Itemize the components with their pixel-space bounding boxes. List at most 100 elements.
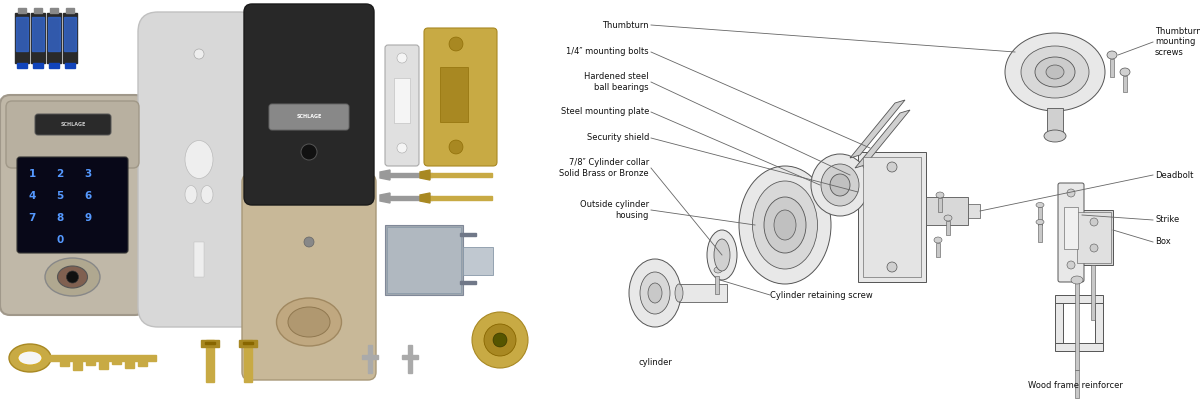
Bar (1110, 59, 1114, 77)
Bar (60, 361, 70, 366)
Bar (463, 247, 493, 275)
Bar (242, 342, 253, 344)
Bar (1096, 303, 1103, 343)
Ellipse shape (944, 215, 952, 221)
Text: Cylinder retaining screw: Cylinder retaining screw (770, 290, 872, 300)
Ellipse shape (276, 298, 342, 346)
Ellipse shape (1044, 130, 1066, 142)
Circle shape (301, 144, 317, 160)
FancyBboxPatch shape (138, 12, 260, 327)
FancyBboxPatch shape (385, 45, 419, 166)
Bar (936, 243, 940, 257)
Ellipse shape (648, 283, 662, 303)
Polygon shape (854, 110, 910, 168)
Ellipse shape (674, 284, 683, 302)
Bar (205, 342, 215, 344)
Bar (390, 196, 432, 200)
Circle shape (304, 237, 314, 247)
Bar (64, 17, 76, 51)
Bar (430, 196, 492, 200)
Ellipse shape (830, 174, 850, 196)
Ellipse shape (1006, 33, 1105, 111)
Bar (32, 17, 44, 51)
Polygon shape (380, 193, 390, 203)
Bar (1055, 303, 1063, 343)
Text: SCHLAGE: SCHLAGE (60, 122, 85, 128)
Bar (64, 13, 77, 63)
Bar (394, 78, 410, 123)
Bar (1075, 280, 1079, 370)
Bar (460, 233, 476, 236)
Bar (390, 173, 432, 177)
Circle shape (397, 53, 407, 63)
Ellipse shape (774, 210, 796, 240)
Text: Thumbturn: Thumbturn (602, 20, 649, 30)
Circle shape (1067, 261, 1075, 269)
FancyBboxPatch shape (0, 95, 145, 315)
Circle shape (1067, 189, 1075, 197)
Ellipse shape (1072, 276, 1084, 284)
Bar (430, 173, 492, 177)
Bar (368, 345, 372, 373)
Bar (402, 355, 418, 359)
Bar (34, 63, 43, 68)
Bar (138, 361, 148, 366)
Circle shape (449, 140, 463, 154)
Bar (98, 361, 108, 369)
Text: Hardened steel
ball bearings: Hardened steel ball bearings (584, 72, 649, 92)
Ellipse shape (1046, 65, 1064, 79)
Circle shape (887, 262, 898, 272)
Bar (112, 361, 121, 364)
Ellipse shape (185, 140, 214, 178)
Text: Deadbolt: Deadbolt (1154, 170, 1193, 180)
Ellipse shape (752, 181, 817, 269)
Bar (946, 221, 950, 235)
Text: Thumbturn
mounting
screws: Thumbturn mounting screws (1154, 27, 1200, 57)
Circle shape (472, 312, 528, 368)
Circle shape (493, 333, 508, 347)
Ellipse shape (288, 307, 330, 337)
Text: 2: 2 (56, 169, 64, 179)
Bar (48, 355, 156, 361)
Ellipse shape (739, 166, 830, 284)
Ellipse shape (10, 344, 50, 372)
Text: 4: 4 (29, 191, 36, 201)
Text: 6: 6 (84, 191, 91, 201)
Bar (206, 340, 214, 382)
Text: 7/8″ Cylinder collar
Solid Brass or Bronze: 7/8″ Cylinder collar Solid Brass or Bron… (559, 158, 649, 178)
Bar (17, 63, 28, 68)
Ellipse shape (1036, 219, 1044, 225)
Text: 5: 5 (56, 191, 64, 201)
Ellipse shape (936, 192, 944, 198)
Ellipse shape (1034, 57, 1075, 87)
Bar (408, 345, 412, 373)
Ellipse shape (629, 259, 682, 327)
Bar (1075, 370, 1079, 398)
Circle shape (194, 49, 204, 59)
Bar (50, 8, 58, 13)
Ellipse shape (714, 267, 722, 273)
Text: 7: 7 (29, 213, 36, 223)
Bar (239, 340, 257, 347)
Ellipse shape (1021, 46, 1090, 98)
Bar (73, 361, 82, 370)
Polygon shape (850, 100, 905, 158)
Ellipse shape (764, 197, 806, 253)
Ellipse shape (18, 351, 42, 365)
Bar (125, 361, 134, 368)
FancyBboxPatch shape (424, 28, 497, 166)
Text: Steel mounting plate: Steel mounting plate (560, 107, 649, 117)
Text: Box: Box (1154, 237, 1171, 247)
FancyBboxPatch shape (242, 174, 376, 380)
FancyBboxPatch shape (269, 104, 349, 130)
Bar (715, 276, 719, 294)
Bar (1055, 343, 1103, 351)
Ellipse shape (1120, 68, 1130, 76)
Bar (926, 197, 968, 225)
Bar (16, 17, 28, 51)
Text: SCHLAGE: SCHLAGE (296, 115, 322, 119)
Bar (1046, 108, 1063, 136)
Bar (1075, 210, 1114, 265)
Bar (968, 204, 980, 218)
Ellipse shape (640, 272, 670, 314)
